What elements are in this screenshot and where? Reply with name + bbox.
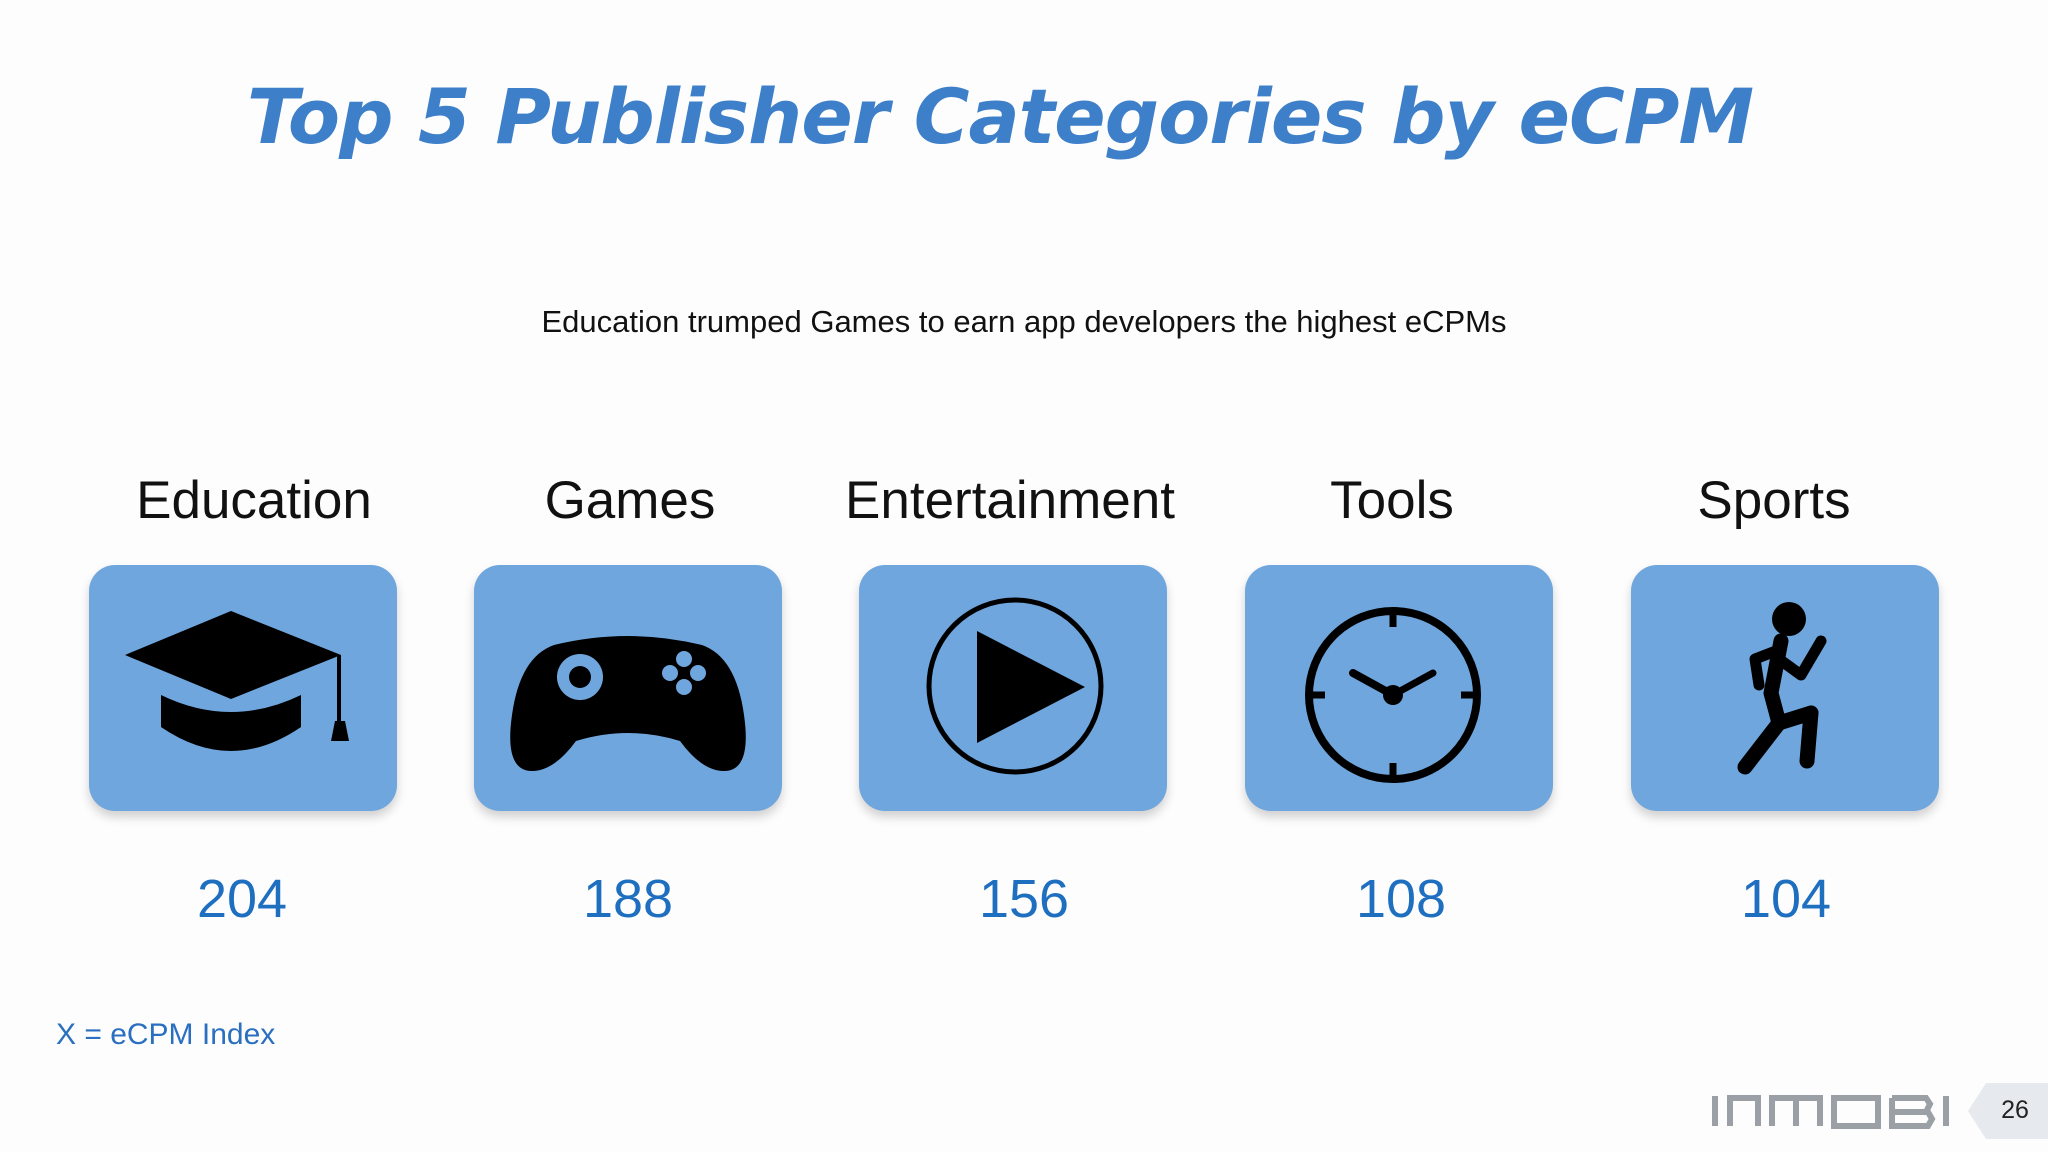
gamepad-icon (510, 636, 746, 771)
category-label: Sports (1697, 471, 1851, 530)
category-games: Games 188 (440, 470, 820, 950)
category-tile (1245, 565, 1553, 811)
category-label: Education (136, 471, 372, 530)
category-entertainment: Entertainment 156 (822, 470, 1202, 950)
category-row: Education 204 Games 188 (0, 470, 2048, 950)
category-tile (89, 565, 397, 811)
category-tile (1631, 565, 1939, 811)
category-tile (859, 565, 1167, 811)
category-tools: Tools 108 (1203, 470, 1583, 950)
category-sports: Sports 104 (1592, 470, 1972, 950)
slide-title: Top 5 Publisher Categories by eCPM (246, 72, 1754, 161)
category-value: 108 (1355, 869, 1447, 929)
category-value: 156 (978, 869, 1070, 929)
page-number: 26 (2001, 1096, 2029, 1124)
category-tile (474, 565, 782, 811)
category-label: Tools (1330, 471, 1454, 530)
footnote: X = eCPM Index (56, 1018, 276, 1051)
slide-subtitle: Education trumped Games to earn app deve… (541, 304, 1507, 339)
category-education: Education 204 (64, 470, 444, 950)
page-number-tab (1968, 1083, 2048, 1139)
category-value: 204 (196, 869, 288, 929)
category-value: 188 (582, 869, 674, 929)
category-label: Entertainment (845, 471, 1175, 530)
graduation-cap-icon (125, 611, 349, 751)
play-icon (926, 597, 1104, 775)
clock-icon (1305, 607, 1481, 783)
category-value: 104 (1740, 869, 1832, 929)
category-label: Games (544, 471, 716, 530)
runner-icon (1737, 602, 1827, 775)
inmobi-logo (1712, 1095, 1949, 1129)
